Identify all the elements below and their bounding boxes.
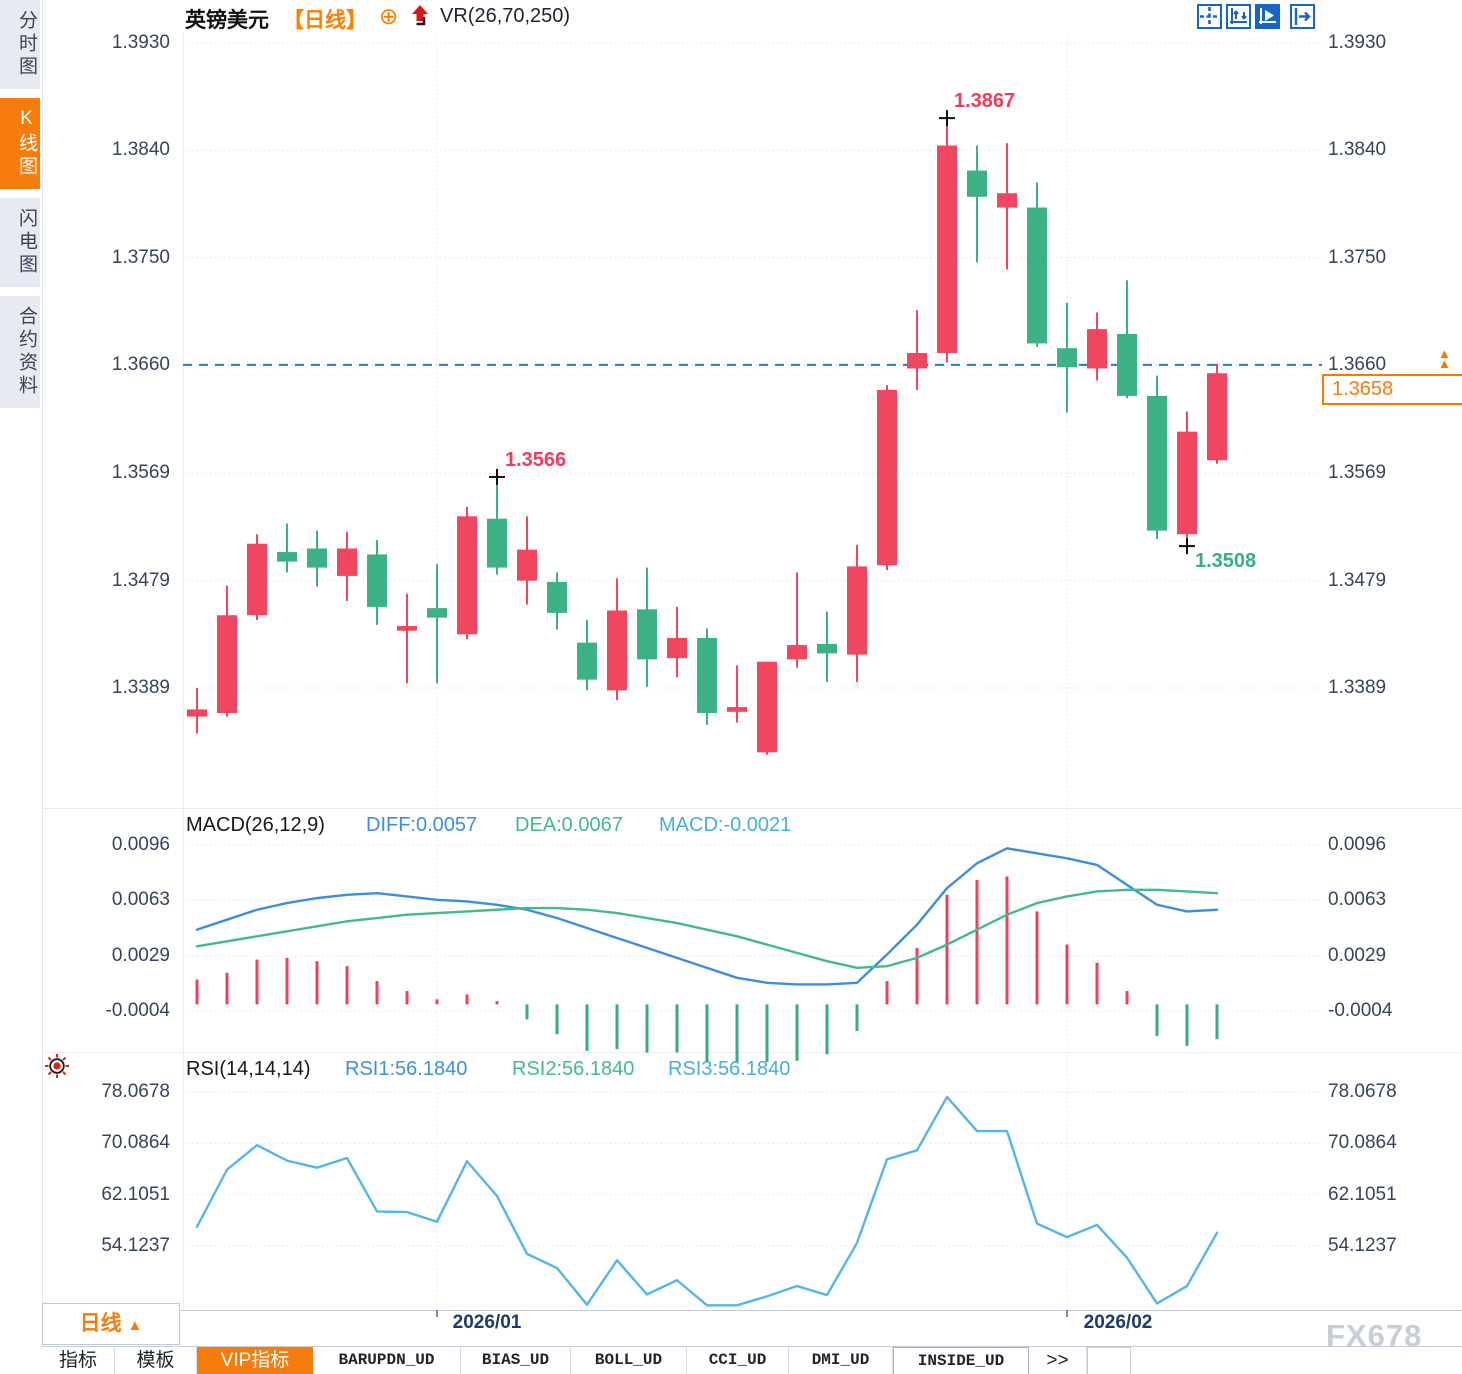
- price-tick-label: 1.3389: [111, 676, 170, 698]
- empty-tab-slot[interactable]: [1087, 1347, 1131, 1374]
- tab-inside-ud[interactable]: INSIDE_UD: [893, 1347, 1029, 1374]
- rsi-tick-label: 54.1237: [1328, 1235, 1397, 1256]
- macd-tick-label: 0.0063: [1328, 888, 1387, 910]
- swing-high-price-label: 1.3566: [505, 448, 567, 471]
- sidebar-item-contract-info[interactable]: 合约资料: [0, 296, 40, 408]
- pane-divider-macd: [42, 808, 1462, 809]
- macd-tick-label: -0.0004: [1328, 1000, 1393, 1021]
- rsi-tick-label: 62.1051: [1328, 1183, 1397, 1205]
- price-tick-label: 1.3750: [1328, 246, 1387, 268]
- macd-diff-value: DIFF:0.0057: [366, 814, 478, 836]
- rsi-tick-label: 54.1237: [101, 1235, 170, 1256]
- macd-pane-label[interactable]: MACD(26,12,9): [186, 814, 325, 836]
- sidebar-divider: [42, 0, 43, 1374]
- rsi-tick-label: 70.0864: [1328, 1132, 1397, 1154]
- x-axis-date-2: 2026/02: [1083, 1312, 1153, 1333]
- tab-barupdn-ud[interactable]: BARUPDN_UD: [313, 1347, 461, 1374]
- tab-vip-indicators[interactable]: VIP指标: [197, 1347, 313, 1374]
- rsi3-value: RSI3:56.1840: [668, 1058, 791, 1080]
- price-tick-label: 1.3389: [1328, 676, 1387, 698]
- rsi-tick-label: 70.0864: [101, 1132, 170, 1154]
- sidebar-item-lightning-chart[interactable]: 闪电图: [0, 198, 40, 287]
- price-tick-label: 1.3479: [1328, 569, 1387, 591]
- macd-value: MACD:-0.0021: [659, 814, 792, 836]
- rsi-pane-label[interactable]: RSI(14,14,14): [186, 1058, 311, 1080]
- macd-dea-value: DEA:0.0067: [515, 814, 623, 836]
- price-tick-label: 1.3479: [111, 569, 170, 591]
- price-tick-label: 1.3930: [1328, 32, 1387, 53]
- chart-type-sidebar: 分时图 K线图 闪电图 合约资料: [0, 0, 42, 417]
- tab-dmi-ud[interactable]: DMI_UD: [789, 1347, 893, 1374]
- price-tick-label: 1.3930: [111, 32, 170, 53]
- price-tick-label: 1.3840: [1328, 139, 1387, 161]
- indicator-settings-sun-icon[interactable]: [44, 1053, 70, 1079]
- pane-divider-rsi: [42, 1052, 1462, 1053]
- period-tag[interactable]: 【日线】: [283, 9, 367, 32]
- price-tick-label: 1.3569: [111, 462, 170, 484]
- low-price-label: 1.3508: [1195, 550, 1257, 573]
- move-crosshair-button[interactable]: [1197, 4, 1222, 29]
- last-price-tag: 1.3658: [1322, 374, 1462, 405]
- price-tick-label: 1.3750: [111, 246, 170, 268]
- overlay-indicator-label[interactable]: VR(26,70,250): [440, 5, 571, 27]
- x-axis-date-1: 2026/01: [452, 1312, 522, 1333]
- rsi-tick-label: 78.0678: [1328, 1081, 1397, 1102]
- macd-tick-label: 0.0096: [1328, 834, 1387, 855]
- shift-right-button[interactable]: [1290, 4, 1315, 29]
- price-tick-label: 1.3660: [1328, 353, 1387, 375]
- symbol-title: 英镑美元: [185, 9, 269, 32]
- rsi-tick-label: 78.0678: [101, 1081, 170, 1102]
- tab-more-chevron[interactable]: >>: [1029, 1347, 1087, 1374]
- indicator-tab-bar: 指标 模板 VIP指标 BARUPDN_UD BIAS_UD BOLL_UD C…: [42, 1346, 1462, 1374]
- macd-tick-label: 0.0063: [111, 888, 170, 910]
- period-selector-button[interactable]: 日线 ▲: [42, 1303, 180, 1345]
- arrow-up-icon[interactable]: [410, 4, 432, 28]
- x-axis-line: [42, 1310, 1462, 1311]
- tab-bias-ud[interactable]: BIAS_UD: [461, 1347, 571, 1374]
- price-tick-label: 1.3840: [111, 139, 170, 161]
- rsi1-value: RSI1:56.1840: [345, 1058, 468, 1080]
- sidebar-item-candlestick-chart[interactable]: K线图: [0, 98, 40, 189]
- fit-scale-button[interactable]: [1226, 4, 1251, 29]
- macd-tick-label: 0.0029: [1328, 945, 1387, 967]
- tab-boll-ud[interactable]: BOLL_UD: [571, 1347, 687, 1374]
- sidebar-item-timeline-chart[interactable]: 分时图: [0, 0, 40, 89]
- tab-templates[interactable]: 模板: [115, 1347, 197, 1374]
- crosshair-plus-icon[interactable]: ⊕: [379, 3, 399, 29]
- period-selector-label: 日线: [79, 1312, 122, 1335]
- macd-tick-label: -0.0004: [105, 1000, 170, 1021]
- triangle-up-icon: ▲: [127, 1317, 143, 1334]
- macd-tick-label: 0.0096: [111, 834, 170, 855]
- tab-cci-ud[interactable]: CCI_UD: [687, 1347, 789, 1374]
- rsi2-value: RSI2:56.1840: [512, 1058, 635, 1080]
- rsi-tick-label: 62.1051: [101, 1183, 170, 1205]
- macd-tick-label: 0.0029: [111, 945, 170, 967]
- price-tick-label: 1.3569: [1328, 462, 1387, 484]
- price-up-arrows-icon: ▲ ▲: [1438, 346, 1451, 371]
- plot-left-border: [183, 33, 184, 1310]
- pointer-scale-button[interactable]: [1255, 4, 1280, 29]
- high-price-label: 1.3867: [954, 90, 1016, 113]
- price-tick-label: 1.3660: [111, 353, 170, 375]
- tab-indicators[interactable]: 指标: [42, 1347, 115, 1374]
